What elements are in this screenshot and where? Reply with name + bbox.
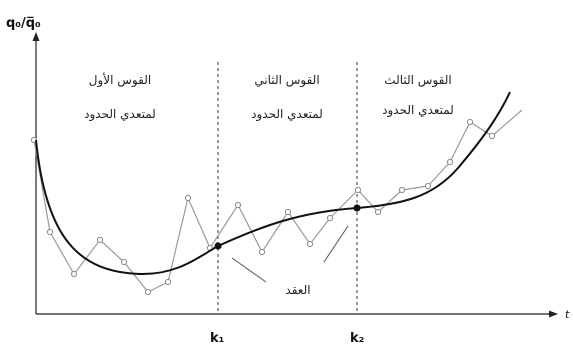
segment-3-subtitle: لمتعدي الحدود — [382, 103, 454, 118]
segment-3-title: القوس الثالث — [384, 73, 451, 88]
raw-point — [398, 186, 406, 194]
segment-2-subtitle: لمتعدي الحدود — [251, 107, 323, 122]
segment-label-3: القوس الثالث لمتعدي الحدود — [382, 73, 454, 118]
raw-series-line — [33, 109, 523, 293]
knots-label: العقد — [285, 283, 310, 297]
knot-label-k2: k₂ — [350, 331, 364, 346]
raw-point — [424, 182, 432, 190]
raw-point — [70, 270, 78, 278]
segment-1-title: القوس الأول — [89, 72, 151, 88]
raw-point — [466, 118, 474, 126]
raw-point — [46, 228, 54, 236]
y-axis-arrowhead — [32, 32, 40, 41]
raw-point — [446, 158, 454, 166]
raw-point — [164, 278, 172, 286]
raw-point — [184, 194, 192, 202]
raw-point — [234, 201, 242, 209]
raw-point — [374, 208, 382, 216]
segment-1-subtitle: لمتعدي الحدود — [84, 107, 156, 122]
raw-point — [120, 258, 128, 266]
knot-point-k1 — [214, 242, 222, 250]
raw-point — [488, 132, 496, 140]
x-axis-arrowhead — [549, 310, 558, 318]
smooth-spline-curve — [35, 91, 511, 276]
knot-label-k1: k₁ — [210, 331, 224, 346]
segment-label-1: القوس الأول لمتعدي الحدود — [84, 72, 156, 122]
raw-series-points — [30, 118, 496, 296]
segment-label-2: القوس الثاني لمتعدي الحدود — [251, 73, 323, 122]
raw-point — [306, 240, 314, 248]
raw-point — [96, 236, 104, 244]
knots-pointer-left — [231, 257, 267, 283]
raw-point — [284, 208, 292, 216]
raw-point — [354, 186, 362, 194]
knot-point-k2 — [353, 204, 361, 212]
raw-point — [326, 214, 334, 222]
segment-2-title: القوس الثاني — [254, 73, 319, 88]
raw-point — [144, 288, 152, 296]
y-axis-label: q₀/q̅₀ — [6, 16, 41, 31]
x-axis-label: t — [565, 308, 570, 321]
raw-point — [258, 248, 266, 256]
knots-pointer-right — [323, 225, 349, 263]
